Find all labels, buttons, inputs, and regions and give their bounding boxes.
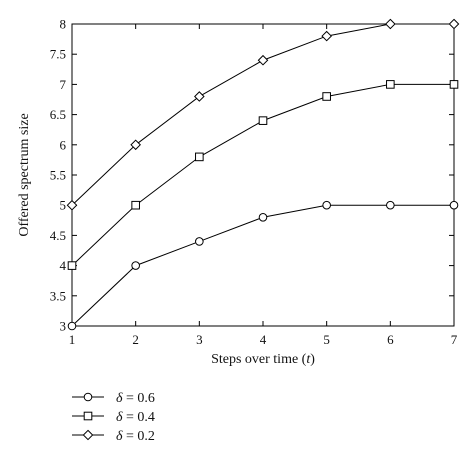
data-point-circle [322,200,331,210]
data-point-circle [449,200,459,210]
y-tick-label: 3.5 [50,288,66,303]
data-point-square [258,116,268,125]
y-tick-label: 5.5 [50,168,66,183]
legend-label-square: δ = 0.4 [116,410,155,425]
data-point-circle [386,200,395,210]
x-tick-label: 6 [387,332,394,347]
data-point-square [449,80,459,89]
x-axis-label: Steps over time (t) [211,352,315,367]
series-line-square [71,83,454,266]
x-tick-label: 4 [260,332,267,347]
y-tick-label: 7.5 [50,47,66,62]
y-tick-label: 5 [60,198,67,213]
legend-label-diamond: δ = 0.2 [116,429,155,444]
data-point-square [386,80,395,89]
data-point-diamond [321,30,332,42]
data-point-diamond [257,54,269,66]
data-point-diamond [385,18,396,30]
y-tick-label: 4 [60,258,67,273]
legend-marker-square [83,411,93,421]
legend: δ = 0.6 δ = 0.4 δ = 0.2 [72,391,155,444]
plot-area-frame [71,23,455,327]
y-tick-label: 7 [60,77,67,92]
y-tick-label: 6.5 [50,107,66,122]
x-tick-label: 7 [451,332,458,347]
y-tick-label: 4.5 [50,228,66,243]
series-layer [66,18,460,331]
legend-marker-circle [83,392,93,402]
x-tick-label: 5 [323,332,330,347]
x-tick-label: 3 [196,332,203,347]
data-point-square [67,261,77,270]
series-line-diamond [71,23,454,206]
x-tick-label: 2 [132,332,139,347]
legend-marker-diamond [82,429,94,441]
y-axis-label: Offered spectrum size [17,113,32,236]
y-tick-label: 8 [60,17,67,32]
x-tick-label: 1 [69,332,76,347]
data-point-circle [258,212,268,222]
data-point-diamond [130,139,141,151]
data-point-circle [195,237,204,246]
data-point-square [322,92,331,101]
data-point-square [131,200,140,210]
data-point-square [195,152,204,162]
data-point-circle [67,321,77,331]
data-point-diamond [66,199,78,211]
data-point-diamond [194,91,205,102]
data-point-diamond [448,18,460,30]
y-tick-label: 6 [60,137,67,152]
y-tick-label: 3 [60,319,67,334]
series-line-circle [71,204,454,327]
data-point-circle [131,261,140,270]
legend-label-circle: δ = 0.6 [116,391,155,406]
